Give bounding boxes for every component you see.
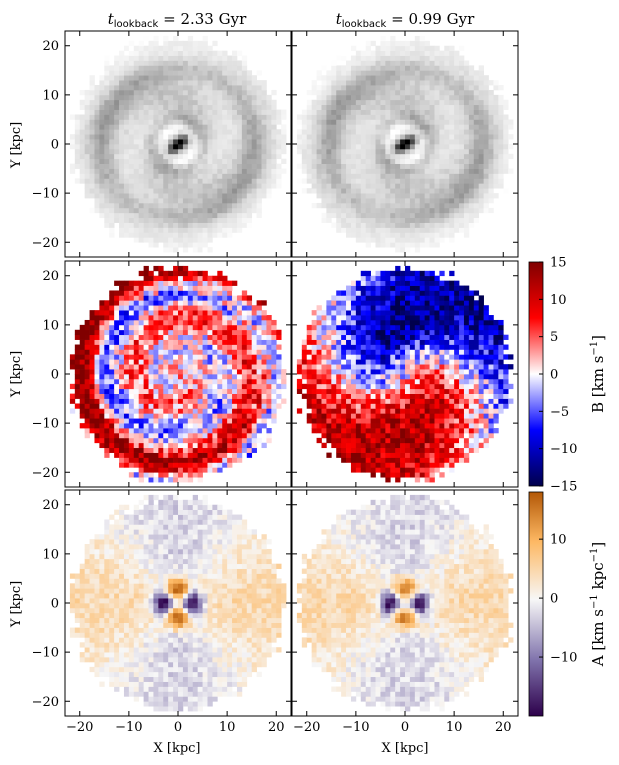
x-axis-label-col-1: X [kpc] (153, 741, 200, 756)
colorbar-a-label: A [km s−1 kpc−1] (589, 542, 607, 667)
y-tick-label: 0 (51, 368, 59, 383)
x-tick-label: 10 (446, 720, 463, 735)
x-tick-label: 20 (495, 720, 512, 735)
colorbar-tick-label: 0 (550, 592, 558, 607)
colorbar-tick-label: −10 (550, 651, 577, 666)
colorbar-tick-label: −5 (550, 405, 569, 420)
colorbar-tick-label: −15 (550, 480, 577, 495)
y-axis-label-row-3: Y [kpc] (9, 581, 24, 628)
panel-r2-c2 (291, 260, 519, 488)
colorbar-tick-label: 10 (550, 293, 567, 308)
x-tick-label: 0 (401, 720, 409, 735)
x-tick-label: 20 (268, 720, 285, 735)
y-tick-label: 20 (42, 498, 59, 513)
colorbar-a-ticks: 10 0 −10 (539, 533, 577, 666)
heatmap-2-1 (296, 494, 514, 712)
column-title-1: tlookback = 2.33 Gyr (108, 10, 247, 30)
heatmap-0-1 (296, 35, 514, 253)
colorbar-a-gradient (528, 491, 544, 717)
y-axis-label-row-2: Y [kpc] (9, 351, 24, 398)
heatmap-1-1 (296, 265, 514, 483)
colorbar-tick-label: 10 (550, 533, 567, 548)
panel-r2-c1: −20 −10 0 10 20 (32, 260, 292, 488)
panel-grid: −20 −10 0 10 20 −20 −10 0 10 20 −20 −10 0 10 20 −20 −10 0… (32, 30, 519, 735)
x-tick-label: −20 (293, 720, 320, 735)
x-axis-label-col-2: X [kpc] (381, 741, 428, 756)
heatmap-0-0 (69, 35, 287, 253)
heatmap-1-0 (69, 265, 287, 483)
y-tick-label: 10 (42, 547, 59, 562)
y-tick-label: 10 (42, 88, 59, 103)
heatmap-2-0 (69, 494, 287, 712)
y-tick-label: 0 (51, 138, 59, 153)
x-tick-label: −20 (66, 720, 93, 735)
panel-r1-c2 (291, 30, 519, 258)
y-tick-label: 20 (42, 269, 59, 284)
y-tick-label: −10 (32, 646, 59, 661)
y-axis-label-row-1: Y [kpc] (9, 122, 24, 169)
colorbar-b-label: B [km s−1] (589, 335, 607, 413)
panel-r3-c1: −20 −10 0 10 20 −20 −10 0 10 20 (32, 489, 292, 735)
x-tick-label: −10 (115, 720, 142, 735)
y-tick-label: −10 (32, 417, 59, 432)
x-tick-label: −10 (342, 720, 369, 735)
y-tick-label: 20 (42, 39, 59, 54)
column-title-2: tlookback = 0.99 Gyr (336, 10, 475, 30)
colorbar-tick-label: 5 (550, 330, 558, 345)
panel-r1-c1: −20 −10 0 10 20 (32, 30, 292, 258)
colorbar-b-ticks: 15 10 5 0 −5 −10 −15 (539, 256, 577, 495)
y-tick-label: −20 (32, 236, 59, 251)
y-tick-label: −10 (32, 187, 59, 202)
y-tick-label: 0 (51, 597, 59, 612)
colorbar-b: 15 10 5 0 −5 −10 −15 B [km s−1] (528, 256, 607, 495)
colorbar-a: 10 0 −10 A [km s−1 kpc−1] (528, 491, 607, 717)
panel-r3-c2: −20 −10 0 10 20 (291, 489, 519, 735)
colorbar-tick-label: 15 (550, 256, 567, 271)
x-tick-label: 10 (219, 720, 236, 735)
colorbar-tick-label: 0 (550, 368, 558, 383)
x-tick-label: 0 (174, 720, 182, 735)
y-tick-label: −20 (32, 695, 59, 710)
colorbar-tick-label: −10 (550, 442, 577, 457)
y-tick-label: −20 (32, 466, 59, 481)
y-tick-label: 10 (42, 318, 59, 333)
